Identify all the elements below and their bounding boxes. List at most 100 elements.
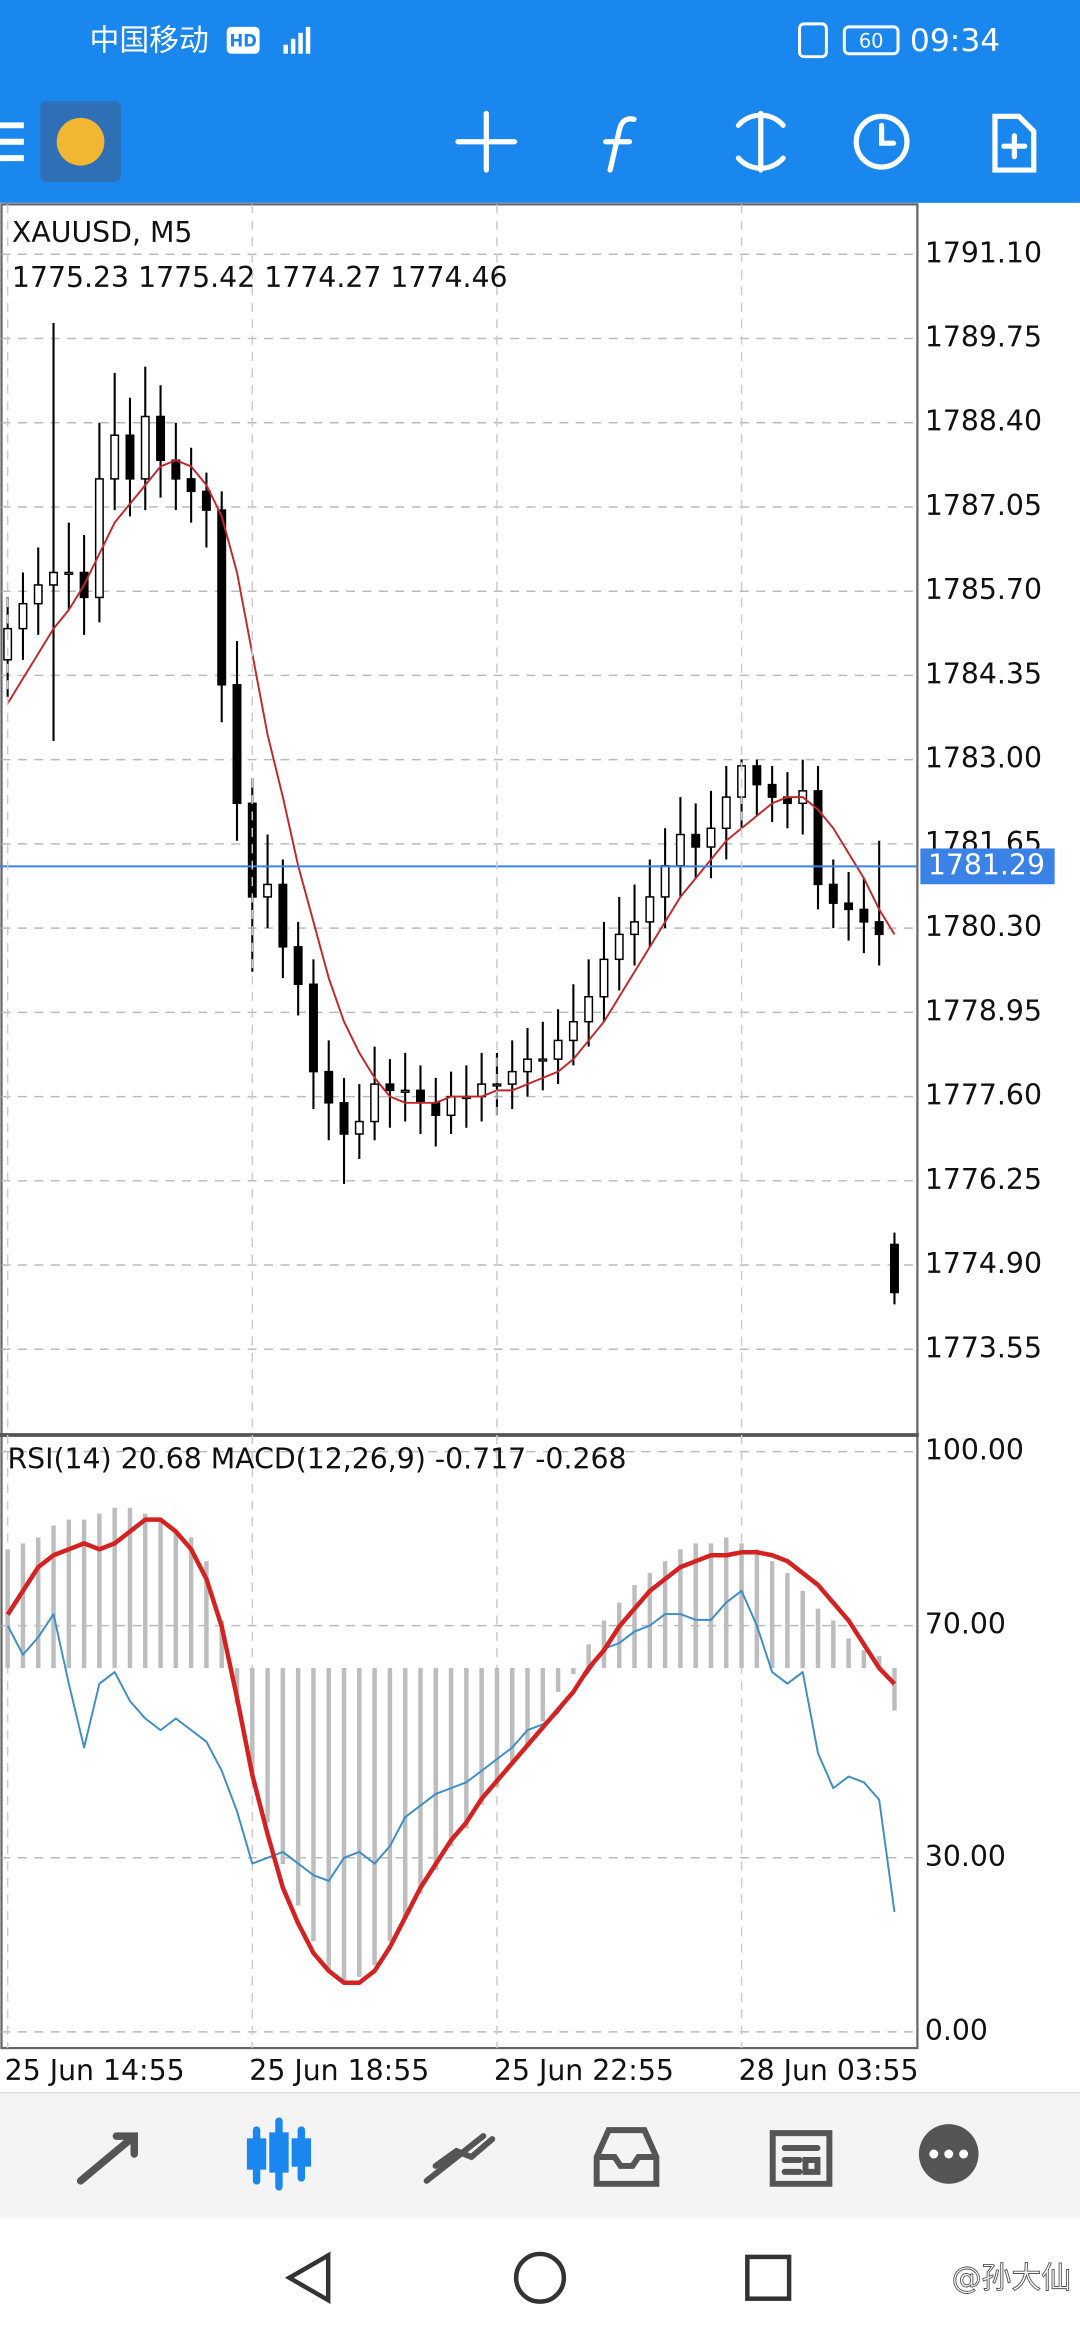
macd-bar bbox=[769, 1561, 775, 1669]
chart-tab[interactable] bbox=[246, 2117, 312, 2191]
plot-area: 1791.10 1789.75 1788.40 1787.05 1785.70 1784.… bbox=[0, 204, 1055, 2049]
candle-body bbox=[431, 1102, 441, 1117]
candle-body bbox=[752, 765, 762, 786]
y-tick-label: 1777.60 bbox=[925, 1079, 1042, 1112]
x-tick-label: 25 Jun 14:55 bbox=[5, 2054, 185, 2087]
current-price-tag bbox=[920, 848, 1055, 885]
macd-bar bbox=[265, 1668, 270, 1823]
macd-bar bbox=[448, 1668, 454, 1847]
macd-bar bbox=[754, 1549, 760, 1669]
recents-button[interactable] bbox=[745, 2254, 792, 2301]
home-button[interactable] bbox=[513, 2251, 567, 2304]
candle-body bbox=[584, 996, 594, 1023]
y-tick-label: 1785.70 bbox=[925, 573, 1042, 606]
candle-body bbox=[813, 790, 823, 886]
candle-body bbox=[385, 1083, 395, 1092]
messages-tab[interactable] bbox=[918, 2124, 979, 2184]
y-tick-label: 0.00 bbox=[925, 2014, 988, 2047]
indicators-button[interactable] bbox=[603, 116, 637, 173]
macd-bar bbox=[97, 1513, 102, 1669]
macd-bar bbox=[51, 1525, 56, 1669]
macd-bar bbox=[173, 1531, 179, 1669]
candle-body bbox=[660, 864, 670, 898]
y-tick-label: 1787.05 bbox=[925, 489, 1042, 522]
history-tab[interactable] bbox=[593, 2127, 660, 2187]
macd-bar bbox=[311, 1668, 316, 1942]
macd-bar bbox=[402, 1668, 408, 1918]
macd-bar bbox=[250, 1668, 255, 1775]
x-tick-label: 28 Jun 03:55 bbox=[739, 2054, 919, 2087]
macd-bar bbox=[800, 1590, 805, 1669]
moving-average bbox=[6, 459, 896, 1104]
signal-icon bbox=[283, 26, 311, 54]
news-tab[interactable] bbox=[769, 2130, 833, 2187]
candle-body bbox=[186, 478, 196, 493]
macd-bar bbox=[632, 1584, 637, 1669]
macd-bar bbox=[846, 1638, 851, 1669]
candle-body bbox=[354, 1120, 364, 1135]
candle-body bbox=[232, 684, 242, 805]
candle-body bbox=[538, 1058, 548, 1062]
candle-body bbox=[324, 1070, 334, 1104]
macd-bar bbox=[280, 1668, 286, 1865]
back-button[interactable] bbox=[284, 2251, 331, 2305]
watermark: @孙大仙 bbox=[952, 2261, 1071, 2296]
candle-body bbox=[599, 958, 609, 998]
candle-body bbox=[691, 833, 701, 848]
macd-bar bbox=[127, 1507, 133, 1669]
chart-frame bbox=[0, 203, 919, 2050]
candle-body bbox=[339, 1102, 349, 1135]
candle-body bbox=[171, 459, 181, 480]
trade-tab[interactable] bbox=[423, 2133, 496, 2184]
y-tick-label: 30.00 bbox=[925, 1840, 1006, 1873]
candle-body bbox=[630, 921, 640, 936]
candle-body bbox=[125, 434, 135, 480]
macd-bar bbox=[494, 1668, 500, 1787]
y-tick-label: 1783.00 bbox=[925, 742, 1042, 775]
macd-bar bbox=[464, 1668, 469, 1829]
macd-bar bbox=[861, 1650, 867, 1669]
y-tick-label: 1789.75 bbox=[925, 321, 1042, 354]
clock: 09:34 bbox=[910, 23, 1000, 59]
candle-body bbox=[308, 983, 318, 1073]
y-tick-label: 1778.95 bbox=[925, 994, 1042, 1027]
candle-body bbox=[828, 883, 838, 904]
macd-bar bbox=[20, 1543, 26, 1669]
menu-button[interactable] bbox=[0, 122, 24, 162]
hd-label: HD bbox=[229, 31, 256, 50]
y-tick-label: 70.00 bbox=[925, 1608, 1006, 1641]
macd-bar bbox=[158, 1519, 163, 1669]
period-button[interactable] bbox=[853, 113, 910, 170]
candle-body bbox=[568, 1020, 578, 1042]
macd-bar bbox=[418, 1668, 423, 1894]
crosshair-button[interactable] bbox=[455, 110, 518, 173]
candle-body bbox=[675, 833, 685, 867]
current-price-label: 1781.29 bbox=[928, 848, 1045, 881]
macd-bar bbox=[234, 1668, 240, 1704]
candle-body bbox=[293, 946, 303, 986]
new-order-button[interactable] bbox=[992, 113, 1037, 173]
macd-bar bbox=[678, 1549, 683, 1669]
quotes-tab[interactable] bbox=[76, 2132, 138, 2185]
y-tick-label: 1788.40 bbox=[925, 405, 1042, 438]
macd-bar bbox=[112, 1507, 117, 1669]
macd-bar bbox=[81, 1519, 87, 1669]
candle-body bbox=[874, 921, 884, 936]
trade-button[interactable] bbox=[735, 110, 786, 173]
macd-bar bbox=[479, 1668, 484, 1805]
candle-body bbox=[18, 602, 28, 630]
macd-bar bbox=[571, 1668, 576, 1674]
candle-body bbox=[217, 509, 227, 686]
chart-title: XAUUSD, M5 bbox=[12, 216, 193, 249]
macd-bar bbox=[35, 1537, 41, 1669]
y-tick-label: 1780.30 bbox=[925, 910, 1042, 943]
macd-bar bbox=[341, 1668, 347, 1983]
macd-bar bbox=[326, 1668, 331, 1971]
macd-bar bbox=[204, 1561, 209, 1669]
carrier: 中国移动 bbox=[90, 23, 209, 58]
nfc-icon bbox=[798, 22, 828, 59]
macd-bar bbox=[601, 1620, 607, 1669]
candle-body bbox=[400, 1089, 410, 1093]
